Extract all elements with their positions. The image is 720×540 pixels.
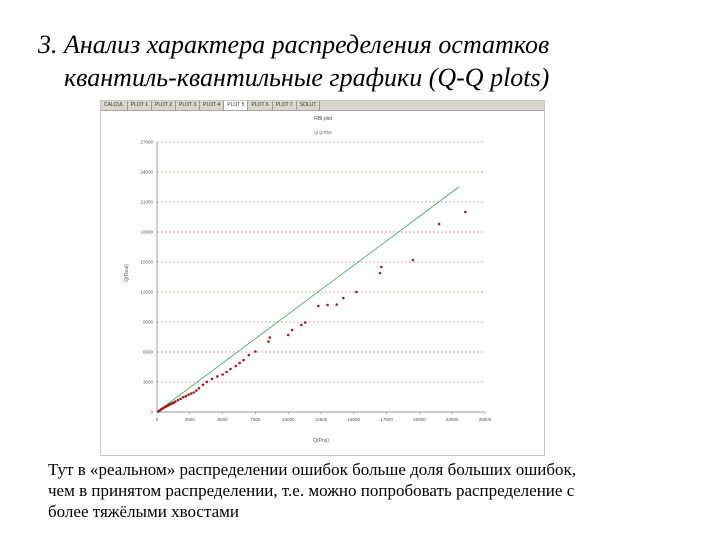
sheet-tab[interactable]: PLOT 4 [200, 101, 225, 110]
chart-subtitle: Q Q Plot [314, 130, 332, 135]
data-point [221, 373, 224, 376]
slide-title: 3. Анализ характера распределения остатк… [38, 28, 698, 94]
body-line1: Тут в «реальном» распределении ошибок бо… [48, 460, 577, 479]
data-point [380, 265, 383, 269]
data-point [300, 323, 303, 327]
qq-plot-chart: RBI plot Q Q Plot Q(Real) Q(Pos) 0 3000 60… [124, 116, 492, 444]
data-point [189, 392, 193, 395]
spreadsheet-screenshot: CALCUL PLOT 1 PLOT 2 PLOT 3 PLOT 4 PLOT 5 PLOT… [100, 100, 545, 456]
data-point [225, 370, 228, 374]
data-point [342, 296, 345, 300]
y-tick-label: 27000 [140, 140, 153, 145]
data-point [247, 353, 251, 357]
reference-line [156, 186, 459, 413]
x-tick-label: 10000 [282, 417, 295, 422]
chart-title: RBI plot [314, 116, 332, 122]
x-tick-label: 15000 [348, 417, 361, 422]
data-point [437, 222, 441, 226]
sheet-tab[interactable]: PLOT 3 [176, 101, 201, 110]
y-tick-label: 12000 [140, 290, 153, 295]
body-line2: чем в принятом распределении, т.е. можно… [48, 481, 575, 500]
x-tick-label: 22500 [446, 417, 459, 422]
data-point [179, 397, 182, 401]
x-tick-label: 5000 [218, 417, 229, 422]
y-tick-label: 24000 [140, 170, 153, 175]
y-tick-label: 15000 [140, 260, 153, 265]
x-tick-label: 20000 [413, 417, 426, 422]
body-line3: более тяжёлыми хвостами [48, 502, 239, 521]
y-tick-label: 21000 [140, 200, 153, 205]
data-point [210, 377, 214, 381]
sheet-tab[interactable]: CALCUL [101, 101, 128, 110]
sheet-tab[interactable]: SOLUT [297, 101, 321, 110]
data-point [464, 210, 467, 214]
data-point [234, 364, 238, 368]
y-tick-label: 3000 [143, 380, 154, 385]
data-point [411, 258, 415, 262]
sheet-tab[interactable]: PLOT 5 [224, 101, 249, 110]
x-tick-label: 7500 [250, 417, 261, 422]
x-tick-label: 2500 [185, 417, 196, 422]
axes [156, 142, 485, 413]
data-point [201, 383, 205, 387]
y-tick-label: 6000 [143, 350, 154, 355]
data-point [184, 394, 188, 398]
tick-labels: 0 3000 6000 9000 12000 15000 18000 21000 24000 27… [140, 140, 491, 422]
x-tick-label: 17500 [380, 417, 393, 422]
data-point [303, 321, 307, 324]
data-point [355, 290, 358, 294]
data-point [205, 380, 209, 384]
data-point [268, 336, 272, 339]
data-point [286, 333, 290, 337]
sheet-tab[interactable]: PLOT 1 [128, 101, 152, 110]
data-point [317, 304, 320, 308]
data-point [335, 303, 339, 306]
data-point [254, 350, 257, 353]
data-points [157, 210, 467, 413]
data-point [267, 340, 270, 343]
data-point [187, 393, 190, 397]
data-point [174, 400, 177, 403]
reference-line-segment [156, 186, 459, 413]
x-axis-label: Q(Pos) [313, 438, 329, 444]
sheet-tab[interactable]: PLOT 2 [152, 101, 177, 110]
data-point [326, 303, 329, 307]
y-tick-label: 9000 [143, 320, 154, 325]
data-point [229, 367, 232, 371]
data-point [195, 389, 198, 392]
data-point [290, 328, 294, 332]
sheet-tab[interactable]: PLOT 6 [248, 101, 273, 110]
data-point [238, 361, 241, 365]
grid-lines [157, 141, 485, 383]
x-tick-label: 25000 [479, 417, 492, 422]
sheet-tab[interactable]: PLOT 7 [273, 101, 297, 110]
data-point [378, 271, 382, 275]
y-tick-label: 18000 [140, 230, 153, 235]
slide-body-text: Тут в «реальном» распределении ошибок бо… [48, 459, 698, 522]
y-axis-label: Q(Real) [124, 264, 130, 282]
data-point [197, 386, 201, 390]
slide-title-line1: 3. Анализ характера распределения остатк… [38, 30, 550, 59]
x-tick-label: 12500 [315, 417, 328, 422]
slide-title-line2: квантиль-квантильные графики (Q-Q plots) [64, 63, 550, 92]
data-point [216, 375, 219, 378]
x-tick-label: 0 [156, 417, 159, 422]
data-point [192, 391, 196, 394]
data-point [176, 398, 180, 402]
data-point [242, 358, 245, 362]
data-point [181, 395, 185, 399]
sheet-tab-bar: CALCUL PLOT 1 PLOT 2 PLOT 3 PLOT 4 PLOT 5 PLOT… [101, 101, 544, 111]
y-tick-label: 0 [150, 410, 153, 415]
